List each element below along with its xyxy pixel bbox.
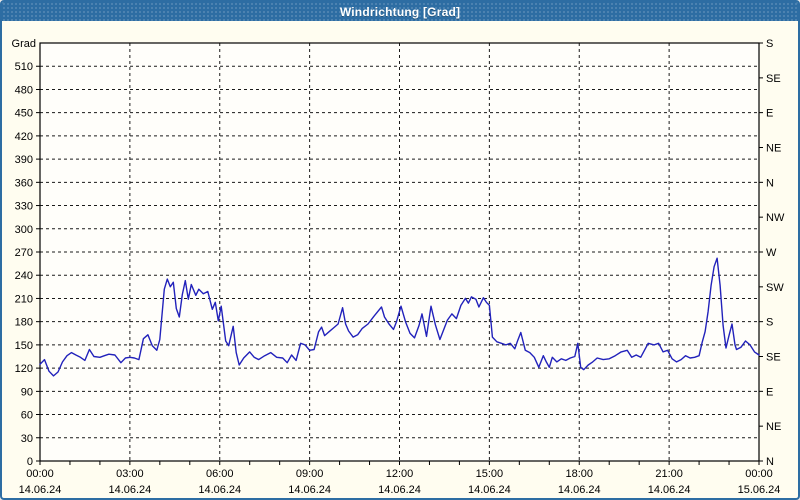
svg-text:510: 510 — [15, 61, 33, 73]
svg-text:14.06.24: 14.06.24 — [648, 484, 691, 496]
svg-text:E: E — [766, 386, 773, 398]
svg-text:00:00: 00:00 — [745, 468, 773, 480]
svg-text:14.06.24: 14.06.24 — [468, 484, 511, 496]
svg-text:Grad: Grad — [12, 38, 36, 50]
svg-text:120: 120 — [15, 363, 33, 375]
svg-text:NW: NW — [766, 212, 785, 224]
svg-text:E: E — [766, 108, 773, 120]
svg-text:15:00: 15:00 — [476, 468, 504, 480]
svg-text:0: 0 — [27, 456, 33, 468]
svg-text:450: 450 — [15, 108, 33, 120]
svg-text:06:00: 06:00 — [206, 468, 234, 480]
svg-text:N: N — [766, 177, 774, 189]
svg-text:SE: SE — [766, 352, 781, 364]
svg-text:N: N — [766, 456, 774, 468]
svg-text:14.06.24: 14.06.24 — [198, 484, 241, 496]
svg-text:300: 300 — [15, 224, 33, 236]
svg-text:14.06.24: 14.06.24 — [108, 484, 151, 496]
svg-text:09:00: 09:00 — [296, 468, 324, 480]
svg-text:90: 90 — [21, 386, 33, 398]
svg-text:480: 480 — [15, 84, 33, 96]
svg-text:S: S — [766, 38, 773, 50]
svg-text:270: 270 — [15, 247, 33, 259]
svg-text:180: 180 — [15, 317, 33, 329]
svg-text:14.06.24: 14.06.24 — [558, 484, 601, 496]
svg-text:21:00: 21:00 — [655, 468, 683, 480]
svg-text:210: 210 — [15, 293, 33, 305]
svg-text:NE: NE — [766, 421, 781, 433]
svg-text:14.06.24: 14.06.24 — [378, 484, 421, 496]
svg-text:SW: SW — [766, 282, 784, 294]
svg-text:420: 420 — [15, 131, 33, 143]
window-title-bar: Windrichtung [Grad] — [2, 2, 798, 21]
svg-text:150: 150 — [15, 340, 33, 352]
svg-text:00:00: 00:00 — [26, 468, 54, 480]
svg-text:14.06.24: 14.06.24 — [288, 484, 331, 496]
svg-text:360: 360 — [15, 177, 33, 189]
svg-text:03:00: 03:00 — [116, 468, 144, 480]
svg-text:18:00: 18:00 — [565, 468, 593, 480]
svg-text:60: 60 — [21, 410, 33, 422]
svg-text:240: 240 — [15, 270, 33, 282]
window-title: Windrichtung [Grad] — [339, 4, 461, 19]
svg-text:15.06.24: 15.06.24 — [738, 484, 781, 496]
svg-text:12:00: 12:00 — [386, 468, 414, 480]
svg-text:S: S — [766, 317, 773, 329]
svg-text:SE: SE — [766, 73, 781, 85]
svg-text:390: 390 — [15, 154, 33, 166]
svg-text:30: 30 — [21, 433, 33, 445]
svg-text:W: W — [766, 247, 777, 259]
svg-text:NE: NE — [766, 143, 781, 155]
svg-text:330: 330 — [15, 201, 33, 213]
svg-text:14.06.24: 14.06.24 — [19, 484, 62, 496]
